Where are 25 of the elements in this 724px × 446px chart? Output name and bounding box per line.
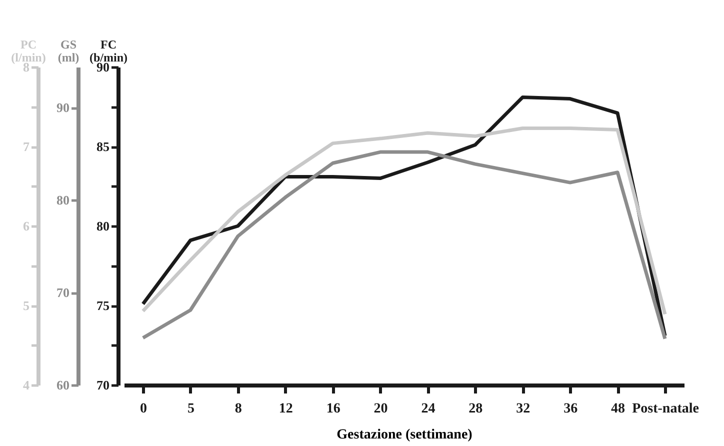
line-series xyxy=(141,150,667,341)
x-tick-label: 5 xyxy=(187,402,194,416)
x-tick-label: 32 xyxy=(516,402,530,416)
x-tick-label: 16 xyxy=(326,402,340,416)
x-tick-label: Post-natale xyxy=(632,402,699,416)
line-series xyxy=(141,126,667,316)
y2-tick-label: 70 xyxy=(56,285,70,300)
y2-axis-title: GS (ml) xyxy=(58,38,80,64)
y-tick-label: 75 xyxy=(96,298,110,313)
x-tick-label: 20 xyxy=(374,402,388,416)
x-tick-label: 36 xyxy=(564,402,578,416)
x-tick-label: 0 xyxy=(140,402,147,416)
y-tick-label: 85 xyxy=(96,139,110,154)
x-tick-label: 8 xyxy=(234,402,242,416)
y2-tick-label: 60 xyxy=(56,378,70,392)
x-axis-title: Gestazione (settimane) xyxy=(336,428,473,442)
x-tick-label: 28 xyxy=(468,402,483,416)
y-axis-title: FC (b/min) xyxy=(89,38,128,64)
x-tick-label: 12 xyxy=(278,402,293,416)
y2-tick-label: 80 xyxy=(56,192,70,208)
y-tick-label: 80 xyxy=(96,218,110,234)
y-tick-label: 70 xyxy=(96,378,110,392)
y2-tick-label: 90 xyxy=(56,100,70,116)
x-tick-label: 24 xyxy=(421,402,436,416)
x-tick-label: 48 xyxy=(611,402,626,416)
